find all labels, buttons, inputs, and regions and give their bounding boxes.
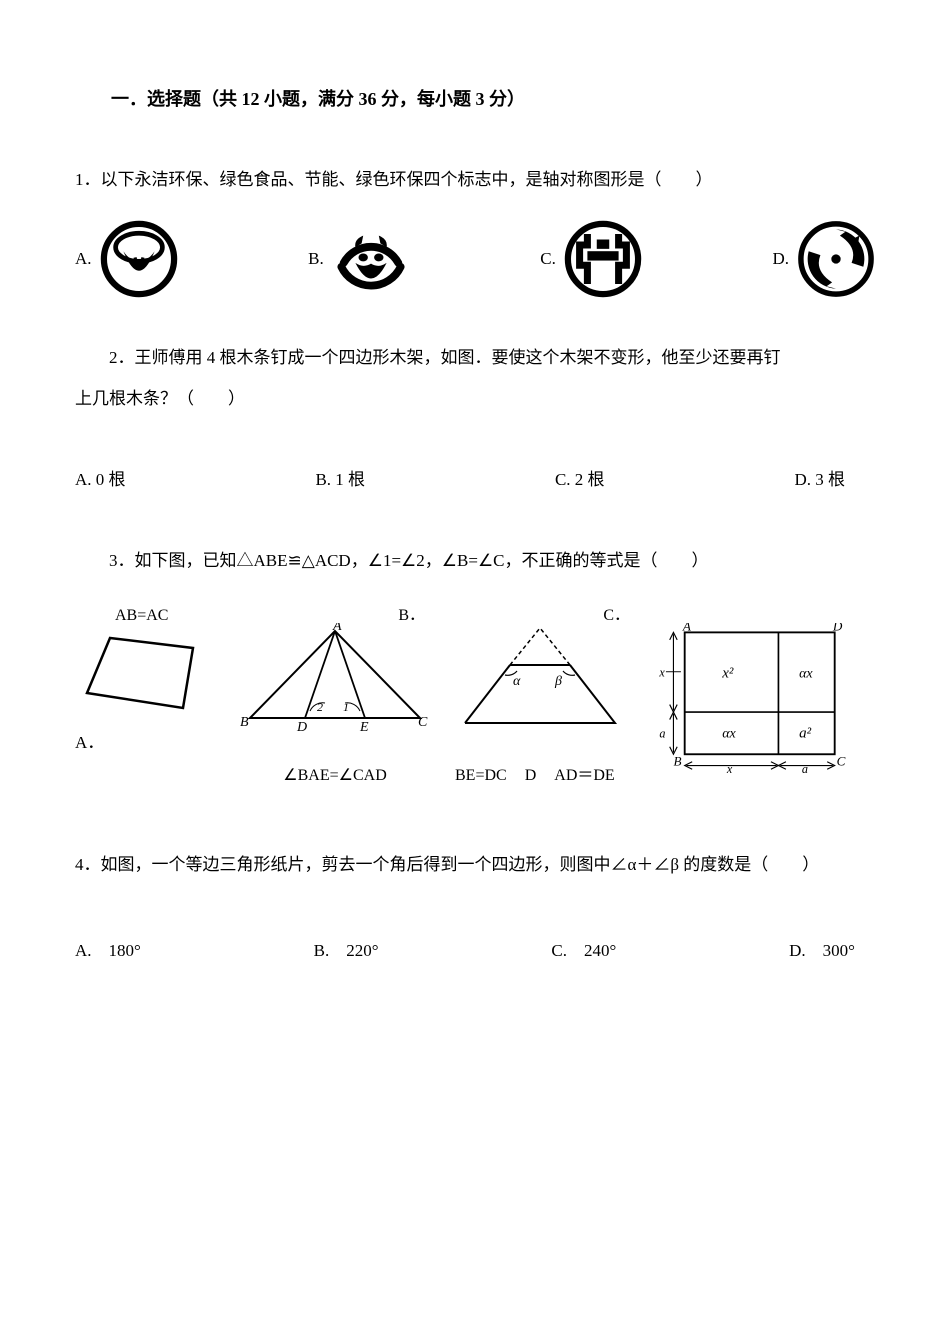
triangle-cut-icon: α β: [455, 623, 625, 733]
logo-d-icon: [797, 220, 875, 298]
q3-be-dc: BE=DC: [455, 767, 507, 784]
q3-b-label: B．: [235, 597, 435, 623]
logo-b-icon: [332, 220, 410, 298]
q1-text: 1．以下永洁环保、绿色食品、节能、绿色环保四个标志中，是轴对称图形是（ ）: [75, 160, 875, 201]
q2-opt-d[interactable]: D. 3 根: [794, 460, 845, 501]
q4-opt-a[interactable]: A. 180°: [75, 931, 141, 972]
q4-opt-b[interactable]: B. 220°: [314, 931, 379, 972]
q3-d-label: D: [525, 767, 537, 784]
svg-text:2: 2: [317, 700, 323, 714]
q1-opt-c-label: C.: [540, 239, 556, 280]
q2-options: A. 0 根 B. 1 根 C. 2 根 D. 3 根: [75, 460, 875, 501]
q1-opt-b[interactable]: B.: [308, 220, 410, 298]
square-xa-icon: A D B C x² αx αx a² x a: [655, 623, 855, 773]
question-2: 2．王师傅用 4 根木条钉成一个四边形木架，如图．要使这个木架不变形，他至少还要…: [75, 338, 875, 500]
q2-text-line1: 2．王师傅用 4 根木条钉成一个四边形木架，如图．要使这个木架不变形，他至少还要…: [75, 338, 875, 379]
svg-text:A: A: [332, 623, 342, 634]
q3-a-label: A．: [75, 723, 215, 764]
svg-text:αx: αx: [722, 725, 736, 741]
question-4: 4．如图，一个等边三角形纸片，剪去一个角后得到一个四边形，则图中∠α＋∠β 的度…: [75, 845, 875, 972]
q4-opt-c[interactable]: C. 240°: [551, 931, 616, 972]
q2-opt-b[interactable]: B. 1 根: [315, 460, 365, 501]
q3-text: 3．如下图，已知△ABE≌△ACD，∠1=∠2，∠B=∠C，不正确的等式是（ ）: [75, 541, 875, 582]
svg-text:a²: a²: [799, 725, 812, 741]
q3-bae-cad: ∠BAE=∠CAD: [235, 757, 435, 795]
q1-opt-d-label: D.: [772, 239, 789, 280]
q1-options: A. B. C.: [75, 220, 875, 298]
svg-text:E: E: [359, 720, 369, 733]
svg-text:α: α: [513, 674, 521, 689]
svg-text:1: 1: [343, 700, 349, 714]
q4-options: A. 180° B. 220° C. 240° D. 300°: [75, 931, 875, 972]
q4-text: 4．如图，一个等边三角形纸片，剪去一个角后得到一个四边形，则图中∠α＋∠β 的度…: [75, 845, 875, 886]
svg-text:a: a: [802, 762, 808, 773]
svg-text:x: x: [658, 665, 665, 679]
q1-opt-a-label: A.: [75, 239, 92, 280]
question-3: 3．如下图，已知△ABE≌△ACD，∠1=∠2，∠B=∠C，不正确的等式是（ ）…: [75, 541, 875, 795]
svg-text:D: D: [296, 720, 307, 733]
question-1: 1．以下永洁环保、绿色食品、节能、绿色环保四个标志中，是轴对称图形是（ ） A.…: [75, 160, 875, 299]
q3-col-c: C． α β BE=DC D AD＝DE: [455, 597, 635, 795]
q4-opt-d[interactable]: D. 300°: [789, 931, 855, 972]
svg-text:A: A: [682, 623, 692, 634]
q3-ab-ac: AB=AC: [75, 597, 215, 623]
svg-text:B: B: [240, 715, 249, 730]
triangle-abe-acd-icon: A B D E C 2 1: [235, 623, 435, 733]
q1-opt-c[interactable]: C.: [540, 220, 642, 298]
q3-c-label: C．: [455, 597, 635, 623]
svg-text:αx: αx: [799, 665, 813, 681]
svg-text:D: D: [832, 623, 843, 634]
q3-col-d: A D B C x² αx αx a² x a: [655, 597, 855, 773]
svg-text:x: x: [726, 762, 733, 773]
q2-text-line2: 上几根木条？（ ）: [75, 379, 875, 420]
svg-text:a: a: [659, 726, 665, 740]
q2-opt-a[interactable]: A. 0 根: [75, 460, 126, 501]
svg-text:C: C: [418, 715, 428, 730]
quadrilateral-icon: [75, 623, 205, 723]
q1-opt-d[interactable]: D.: [772, 220, 875, 298]
svg-text:β: β: [554, 674, 562, 689]
svg-text:B: B: [673, 753, 681, 768]
q3-col-a: AB=AC A．: [75, 597, 215, 764]
q3-col-b: B． A B D E C 2 1 ∠BAE=∠CAD: [235, 597, 435, 795]
svg-text:C: C: [837, 753, 846, 768]
q1-opt-a[interactable]: A.: [75, 220, 178, 298]
q1-opt-b-label: B.: [308, 239, 324, 280]
logo-c-icon: [564, 220, 642, 298]
svg-text:x²: x²: [721, 665, 734, 681]
q2-opt-c[interactable]: C. 2 根: [555, 460, 605, 501]
q3-ad-de: AD＝DE: [554, 767, 614, 784]
logo-a-icon: [100, 220, 178, 298]
section-title: 一．选择题（共 12 小题，满分 36 分，每小题 3 分）: [75, 80, 875, 120]
